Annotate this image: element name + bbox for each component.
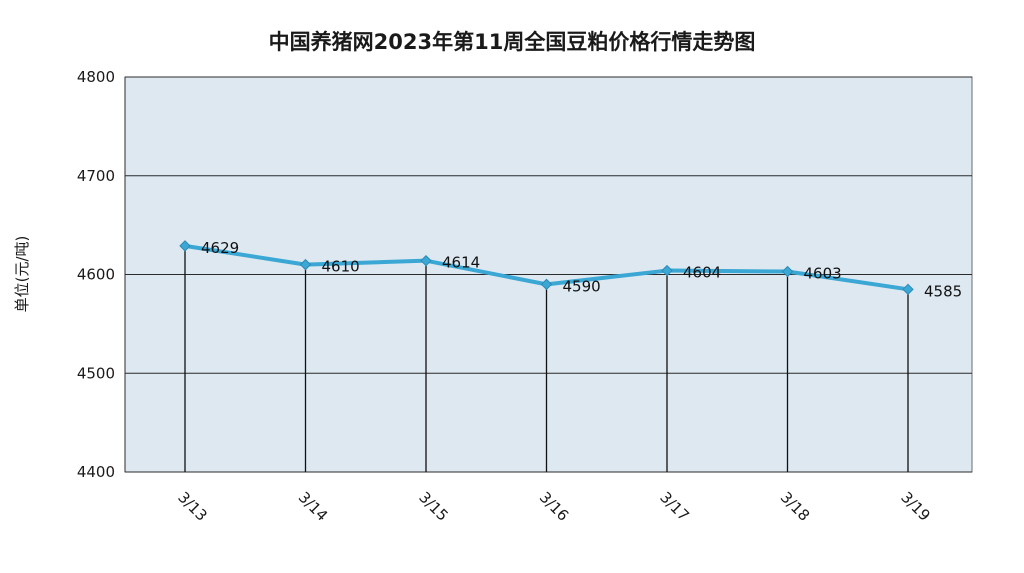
data-point-3/13 xyxy=(179,240,191,252)
data-point-3/17 xyxy=(661,264,673,277)
plot-area: 4400 4500 4600 4700 4800 4629 4610 4614 4590 4604… xyxy=(77,68,973,525)
x-tick-label-3/17: 3/17 xyxy=(656,488,693,525)
x-tick-label-3/18: 3/18 xyxy=(777,488,814,525)
data-point-3/14 xyxy=(299,258,312,271)
y-tick-label-4600: 4600 xyxy=(77,266,115,284)
data-label-3/13: 4629 xyxy=(201,239,239,257)
y-tick-label-4400: 4400 xyxy=(77,463,115,481)
data-label-3/16: 4590 xyxy=(563,277,601,295)
chart-title: 中国养猪网2023年第11周全国豆粕价格行情走势图 xyxy=(269,30,756,54)
data-label-3/17: 4604 xyxy=(683,264,721,282)
y-tick-label-4500: 4500 xyxy=(77,364,115,382)
data-point-3/19 xyxy=(902,283,914,296)
data-point-3/15 xyxy=(420,254,432,267)
data-label-3/15: 4614 xyxy=(442,254,480,272)
x-tick-label-3/19: 3/19 xyxy=(897,488,934,525)
y-tick-label-4800: 4800 xyxy=(77,68,115,86)
data-label-3/18: 4603 xyxy=(804,265,842,283)
x-tick-label-3/13: 3/13 xyxy=(174,488,211,525)
x-tick-label-3/14: 3/14 xyxy=(295,488,332,525)
y-tick-label-4700: 4700 xyxy=(77,167,115,185)
data-label-3/14: 4610 xyxy=(322,258,360,276)
x-tick-label-3/16: 3/16 xyxy=(536,488,573,525)
data-point-3/16 xyxy=(540,278,553,291)
data-point-3/18 xyxy=(781,265,794,278)
data-label-3/19: 4585 xyxy=(924,282,962,300)
y-axis-label: 单位(元/吨) xyxy=(13,236,31,313)
x-tick-label-3/15: 3/15 xyxy=(415,488,452,525)
